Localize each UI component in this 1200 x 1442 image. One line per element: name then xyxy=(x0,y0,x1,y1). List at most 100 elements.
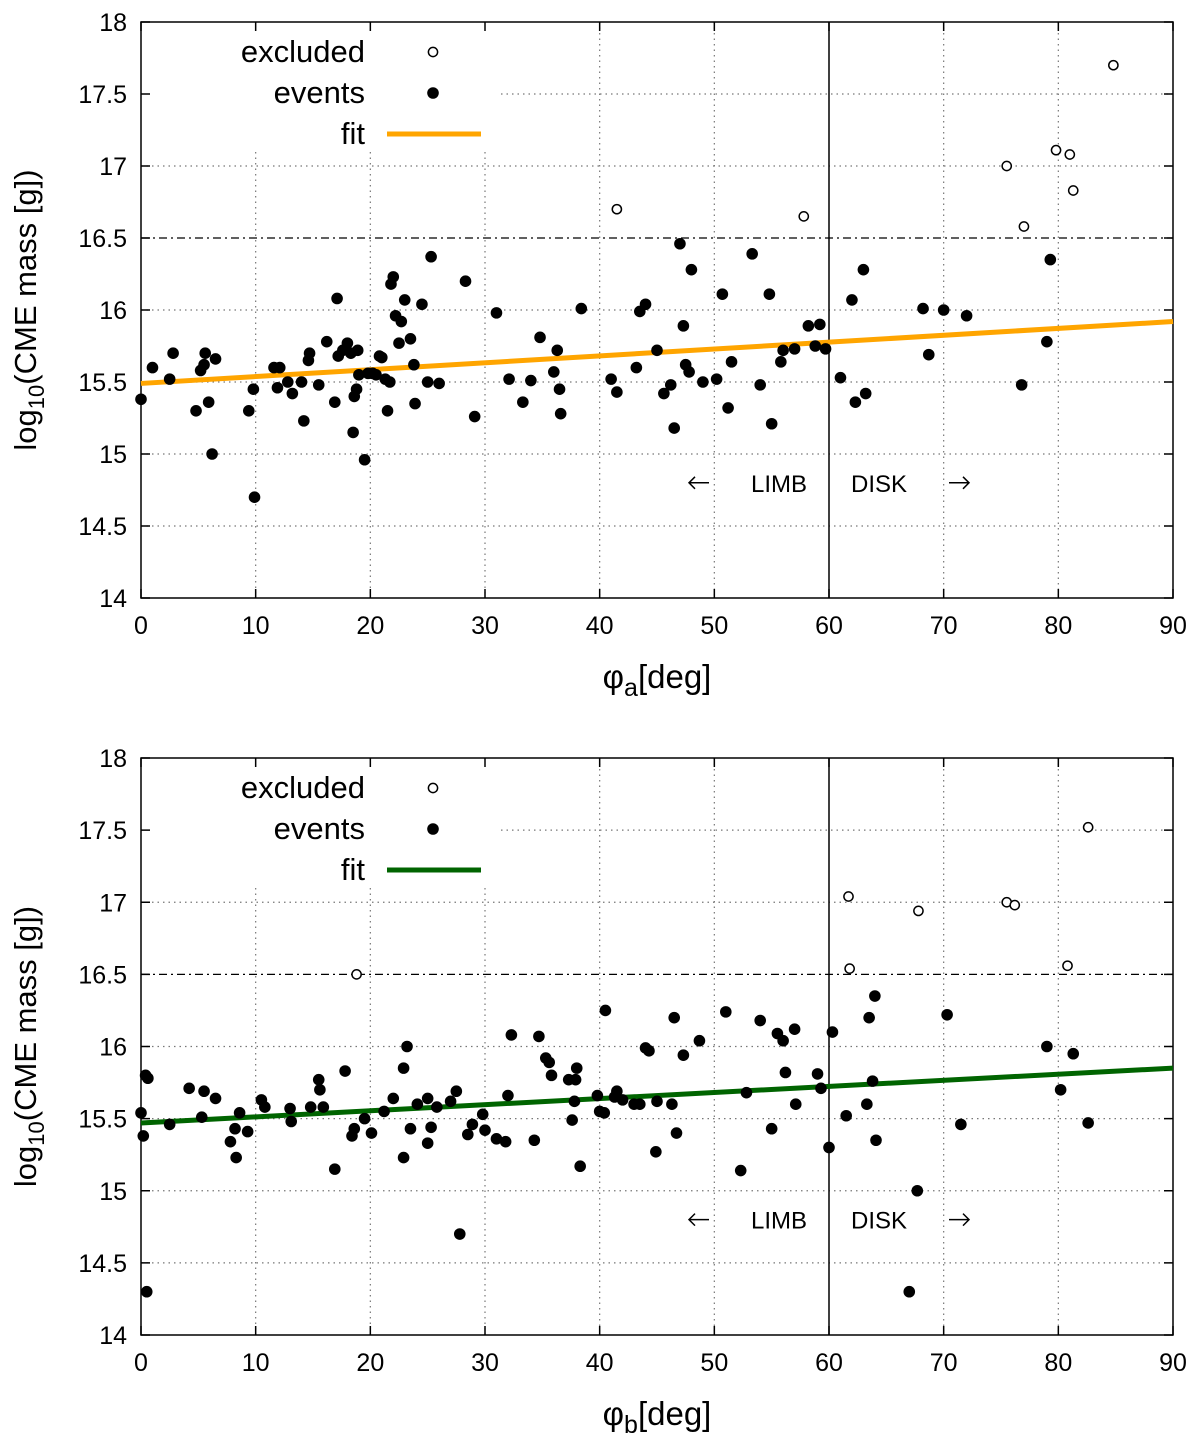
event-point xyxy=(775,356,787,368)
event-point xyxy=(209,353,222,365)
event-point xyxy=(528,1134,541,1147)
event-point xyxy=(358,1112,371,1125)
event-point xyxy=(398,294,411,306)
y-tick-label: 18 xyxy=(99,9,127,37)
event-point xyxy=(195,1111,208,1123)
event-point xyxy=(650,1146,662,1158)
event-point xyxy=(295,376,308,388)
x-tick-label: 10 xyxy=(242,1349,270,1377)
event-point xyxy=(670,1127,683,1139)
event-point xyxy=(453,1228,466,1240)
event-point xyxy=(331,292,343,305)
excluded-point xyxy=(611,203,623,215)
excluded-point xyxy=(913,905,924,917)
x-tick-label: 10 xyxy=(242,612,270,640)
event-point xyxy=(955,1118,967,1131)
event-point xyxy=(1067,1047,1080,1060)
event-point xyxy=(710,373,723,385)
event-point xyxy=(421,1092,434,1105)
event-point xyxy=(802,320,815,332)
event-point xyxy=(716,288,729,300)
legend-events-marker xyxy=(427,87,439,99)
event-point xyxy=(533,1030,545,1043)
event-point xyxy=(401,1040,413,1053)
x-tick-label: 80 xyxy=(1044,1349,1072,1377)
event-point xyxy=(677,1049,690,1061)
event-point xyxy=(381,405,394,417)
x-tick-label: 60 xyxy=(815,1349,843,1377)
event-point xyxy=(840,1109,852,1122)
event-point xyxy=(328,396,341,408)
legend-excluded-marker xyxy=(427,782,439,794)
event-point xyxy=(960,309,973,322)
event-point xyxy=(137,1130,150,1142)
event-point xyxy=(224,1135,237,1148)
event-point xyxy=(658,387,670,400)
event-point xyxy=(304,1101,317,1113)
event-point xyxy=(284,1102,296,1115)
event-point xyxy=(857,263,870,276)
x-tick-label: 20 xyxy=(356,1349,384,1377)
event-point xyxy=(777,344,789,357)
event-point xyxy=(505,1029,518,1041)
event-point xyxy=(281,376,294,388)
event-point xyxy=(870,1134,882,1147)
event-point xyxy=(545,1069,558,1082)
event-point xyxy=(209,1092,222,1105)
excluded-point xyxy=(798,211,810,222)
event-point xyxy=(202,396,215,408)
x-tick-label: 70 xyxy=(930,612,958,640)
event-point xyxy=(387,271,400,283)
event-point xyxy=(869,990,881,1002)
event-point xyxy=(566,1114,578,1126)
event-point xyxy=(815,1082,827,1095)
event-point xyxy=(341,337,354,349)
event-point xyxy=(503,373,515,385)
x-tick-label: 60 xyxy=(815,612,843,640)
event-point xyxy=(788,343,801,355)
y-tick-label: 16.5 xyxy=(78,961,127,989)
event-point xyxy=(409,397,421,410)
y-tick-label: 14.5 xyxy=(78,1250,127,1278)
x-tick-label: 20 xyxy=(356,612,384,640)
event-point xyxy=(693,1034,706,1047)
disk-arrow-head xyxy=(962,476,971,490)
event-point xyxy=(903,1285,916,1298)
event-point xyxy=(574,1160,586,1173)
event-point xyxy=(190,405,202,417)
event-point xyxy=(651,344,663,357)
event-point xyxy=(376,351,388,364)
event-point xyxy=(421,376,434,388)
legend-fit-label: fit xyxy=(341,116,366,151)
event-point xyxy=(459,275,472,288)
x-axis-label: φb[deg] xyxy=(603,1395,712,1439)
x-tick-label: 40 xyxy=(586,612,614,640)
event-point xyxy=(393,337,405,349)
event-point xyxy=(499,1135,512,1148)
x-axis-label: φa[deg] xyxy=(603,658,712,702)
event-point xyxy=(230,1151,242,1164)
limb-arrow-head xyxy=(687,476,696,490)
y-tick-label: 15.5 xyxy=(78,1106,127,1134)
event-point xyxy=(198,358,210,371)
event-point xyxy=(490,307,503,319)
y-tick-label: 14.5 xyxy=(78,513,127,541)
event-point xyxy=(722,402,734,414)
event-point xyxy=(599,1004,612,1017)
event-point xyxy=(142,1072,154,1085)
event-point xyxy=(247,383,260,396)
event-point xyxy=(490,1133,503,1145)
event-point xyxy=(1054,1083,1067,1096)
y-axis-label: log10(CME mass [g]) xyxy=(8,906,49,1187)
event-point xyxy=(135,393,147,406)
event-point xyxy=(725,356,738,368)
event-point xyxy=(320,335,333,348)
limb-label: LIMB xyxy=(751,1208,807,1235)
event-point xyxy=(199,347,212,360)
legend-events-marker xyxy=(427,823,439,835)
y-axis-label: log10(CME mass [g]) xyxy=(8,169,49,450)
event-point xyxy=(317,1101,330,1113)
event-point xyxy=(611,1085,623,1098)
event-point xyxy=(241,1125,254,1138)
y-tick-label: 17.5 xyxy=(78,817,127,845)
